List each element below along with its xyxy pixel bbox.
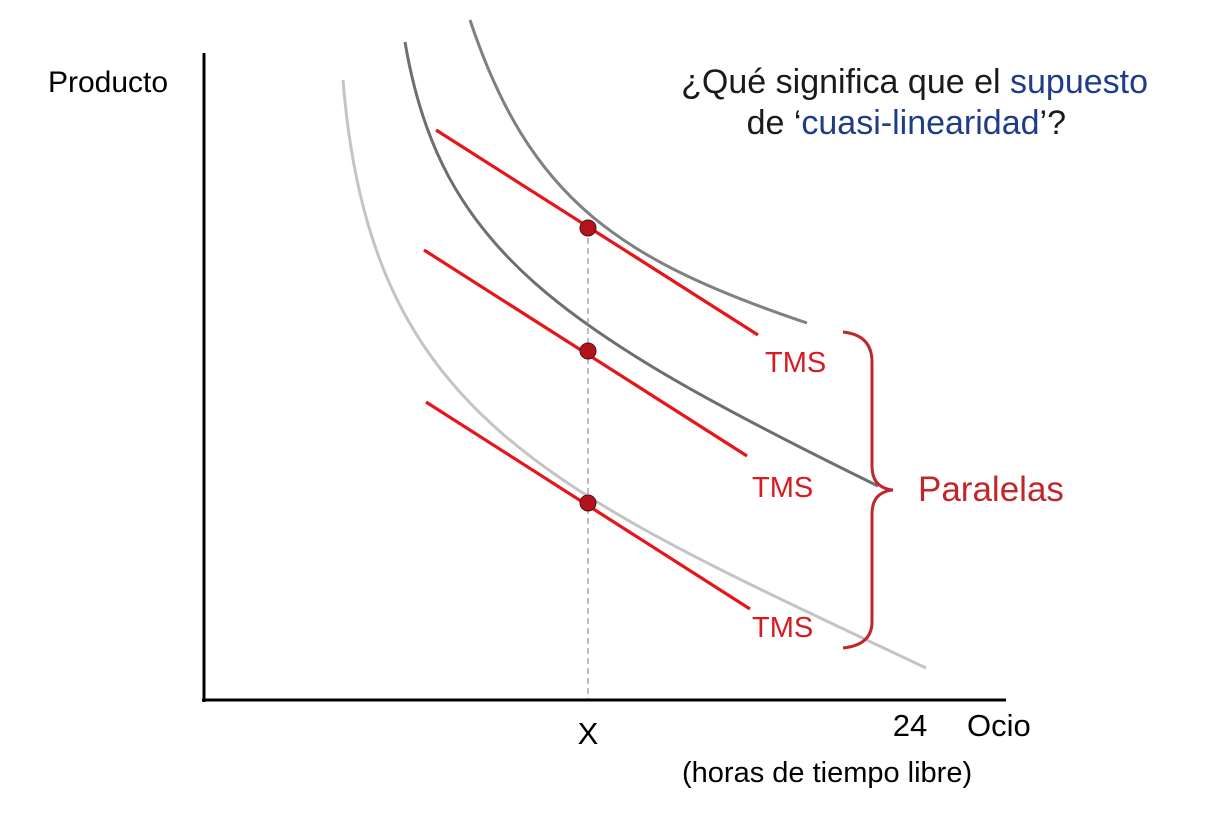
x-axis-label: Ocio [967,708,1031,743]
title-accent-supuesto: supuesto [1010,63,1148,101]
indifference-curve-high [468,19,808,325]
x-axis-sublabel: (horas de tiempo libre) [682,757,972,789]
y-axis-label: Producto [48,66,168,99]
x-tick-x: X [578,716,599,751]
tms-label-middle: TMS [752,472,813,504]
tms-label-low: TMS [752,612,813,644]
title-accent-cuasi: cuasi-linearidad [801,104,1039,142]
title-line-2: de ‘cuasi-linearidad’? [747,104,1066,142]
tms-label-high: TMS [765,347,826,379]
title-text-a: ¿Qué significa que el [681,63,1010,101]
paralelas-brace [842,330,894,650]
title-line-1: ¿Qué significa que el supuesto [681,63,1148,101]
tangency-point-low [579,494,597,512]
title-text-c: ’? [1040,104,1066,142]
tangency-point-middle [579,342,597,360]
x-tick-24: 24 [893,708,927,743]
indifference-curve-middle [403,41,879,488]
tangent-line-high [435,128,759,337]
indifference-curve-low [341,79,927,670]
paralelas-label: Paralelas [918,470,1064,509]
title-text-b: de ‘ [747,104,802,142]
tangency-point-high [579,219,597,237]
